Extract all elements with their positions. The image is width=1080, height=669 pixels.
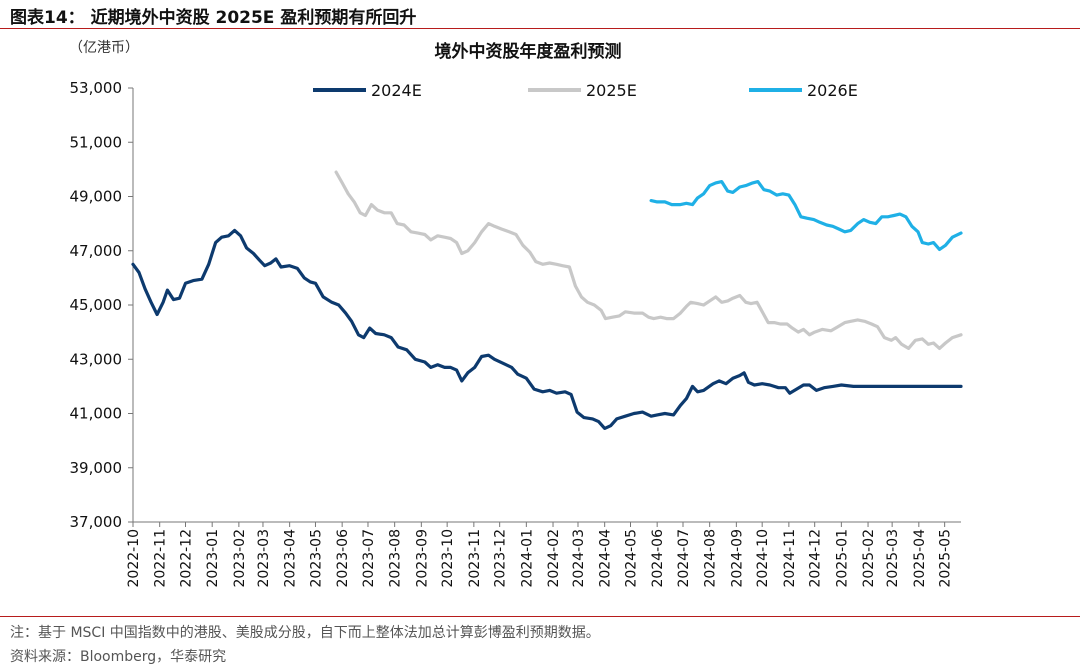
x-tick-label: 2023-12 (493, 529, 509, 588)
x-tick-label: 2024-06 (650, 529, 666, 588)
x-tick-label: 2025-05 (938, 529, 954, 588)
x-tick-label: 2023-01 (205, 529, 221, 588)
x-tick-label: 2023-03 (256, 529, 272, 588)
x-tick-label: 2024-08 (703, 529, 719, 588)
legend-label-2025E: 2025E (586, 81, 637, 100)
legend-label-2024E: 2024E (371, 81, 422, 100)
bottom-divider (0, 616, 1080, 617)
x-tick-label: 2024-11 (782, 529, 798, 588)
series-line-2025E (334, 170, 963, 350)
x-tick-label: 2025-03 (885, 529, 901, 588)
y-tick-label: 53,000 (70, 79, 123, 97)
x-tick-label: 2024-03 (571, 529, 587, 588)
y-tick-label: 41,000 (70, 405, 123, 423)
y-tick-label: 39,000 (70, 459, 123, 477)
y-tick-label: 43,000 (70, 350, 123, 368)
y-tick-label: 49,000 (70, 188, 123, 206)
source-line: 资料来源：Bloomberg，华泰研究 (10, 649, 227, 665)
y-tick-label: 47,000 (70, 242, 123, 260)
x-tick-label: 2023-09 (414, 529, 430, 588)
x-tick-label: 2023-04 (283, 529, 299, 588)
x-tick-label: 2024-02 (546, 529, 562, 588)
series-line-2026E (649, 180, 963, 251)
axes: 37,000 39,000 41,000 43,000 45,000 47,000 49,0… (70, 79, 961, 588)
x-tick-label: 2023-10 (440, 529, 456, 588)
x-tick-label: 2023-05 (308, 529, 324, 588)
x-tick-label: 2024-12 (808, 529, 824, 588)
legend-label-2026E: 2026E (807, 81, 858, 100)
y-tick-label: 45,000 (70, 296, 123, 314)
x-tick-label: 2022-12 (179, 529, 195, 588)
x-tick-label: 2025-04 (912, 529, 928, 588)
x-tick-label: 2023-08 (388, 529, 404, 588)
x-tick-label: 2022-10 (126, 529, 142, 588)
x-tick-label: 2024-01 (519, 529, 535, 588)
y-tick-label: 51,000 (70, 133, 123, 151)
footnote: 注：基于 MSCI 中国指数中的港股、美股成分股，自下而上整体法加总计算彭博盈利… (10, 625, 600, 641)
x-tick-label: 2024-05 (623, 529, 639, 588)
x-tick-label: 2024-10 (755, 529, 771, 588)
series-line-2024E (131, 228, 963, 430)
x-tick-label: 2025-02 (861, 529, 877, 588)
figure-title: 图表14： 近期境外中资股 2025E 盈利预期有所回升 (10, 8, 417, 28)
x-tick-label: 2023-11 (467, 529, 483, 588)
x-tick-label: 2024-09 (729, 529, 745, 588)
x-tick-label: 2023-06 (335, 529, 351, 588)
y-tick-label: 37,000 (70, 513, 123, 531)
x-tick-label: 2025-01 (834, 529, 850, 588)
series-layer (131, 170, 963, 430)
x-tick-label: 2024-04 (598, 529, 614, 588)
legend: 2024E 2025E 2026E (313, 81, 858, 100)
x-tick-label: 2023-02 (232, 529, 248, 588)
x-tick-label: 2022-11 (153, 529, 169, 588)
x-tick-label: 2024-07 (676, 529, 692, 588)
unit-label: （亿港币） (69, 40, 139, 56)
top-divider (0, 28, 1080, 29)
x-tick-label: 2023-07 (361, 529, 377, 588)
chart-title: 境外中资股年度盈利预测 (435, 41, 622, 62)
